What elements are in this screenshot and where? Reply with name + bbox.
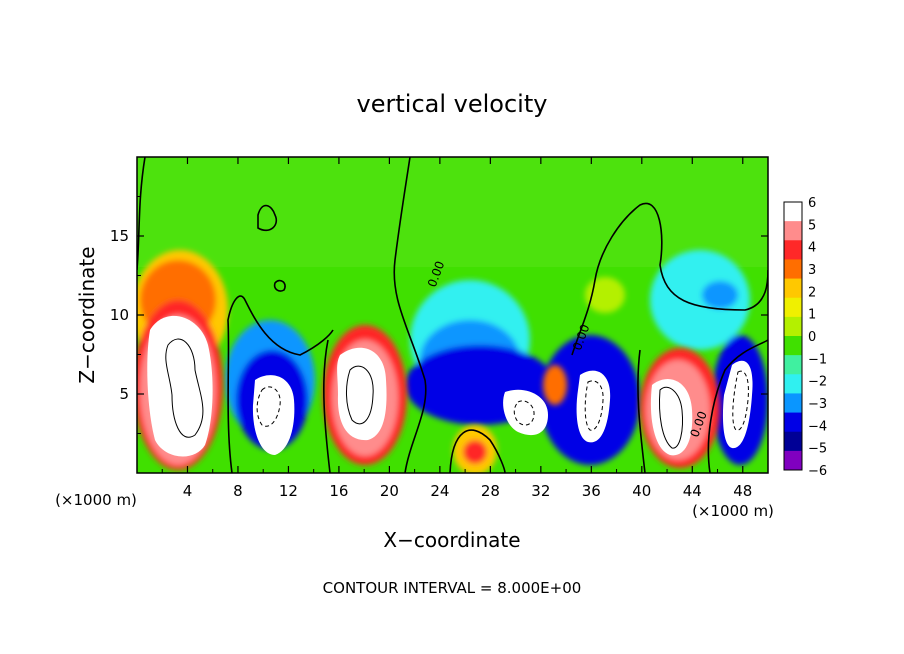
y-axis-ticks: 5 10 15 — [110, 196, 768, 434]
dashed-contour-d — [732, 370, 749, 431]
pos-region-d-orange — [543, 365, 567, 405]
dashed-contour-b — [513, 400, 535, 426]
pos-region-f-lime — [585, 277, 625, 313]
x-axis-ticks: 4 8 12 16 20 24 28 32 36 40 44 48 — [161, 157, 752, 500]
zero-contour-islet-2 — [273, 279, 286, 292]
zero-contour-2 — [323, 339, 331, 473]
extreme-cores — [147, 315, 753, 457]
colorbar-tick-label: −5 — [808, 442, 827, 457]
colorbar — [783, 201, 803, 471]
y-tick-label: 10 — [110, 306, 129, 324]
zero-contour-4 — [449, 429, 506, 473]
colorbar-swatch — [784, 336, 802, 356]
inner-contour-c — [659, 386, 683, 449]
colorbar-swatch — [784, 374, 802, 394]
x-unit-label: (×1000 m) — [55, 491, 137, 509]
dashed-contours — [256, 370, 749, 431]
downdraft-core-d — [722, 360, 753, 449]
x-tick-label: 28 — [481, 482, 500, 500]
x-tick-label: 44 — [683, 482, 702, 500]
velocity-field — [137, 157, 768, 473]
dashed-contour-a — [256, 386, 281, 427]
zero-contour-1 — [227, 295, 334, 473]
x-tick-label: 20 — [380, 482, 399, 500]
colorbar-swatch — [784, 278, 802, 299]
colorbar-ticks: 6 5 4 3 2 1 0 −1 −2 −3 −4 −5 −6 — [808, 196, 827, 479]
x-tick-label: 32 — [531, 482, 550, 500]
x-tick-label: 24 — [430, 482, 449, 500]
zero-contours — [137, 157, 768, 473]
x-tick-label: 8 — [233, 482, 243, 500]
pos-region-c-red — [463, 440, 487, 464]
colorbar-tick-label: 6 — [808, 196, 816, 211]
colorbar-tick-label: −1 — [808, 352, 827, 367]
colorbar-swatch — [784, 450, 802, 471]
neg-region-right-cyan — [650, 250, 750, 350]
zero-contour-islet-1 — [257, 204, 277, 232]
colorbar-frame — [783, 201, 803, 471]
contour-interval-footer: CONTOUR INTERVAL = 8.000E+00 — [323, 579, 582, 597]
x-tick-label: 36 — [582, 482, 601, 500]
updraft-core-e — [650, 378, 693, 456]
y-tick-label: 5 — [119, 385, 129, 403]
zero-contour-3 — [393, 157, 427, 473]
colorbar-swatch — [784, 202, 802, 222]
updraft-core-a — [147, 315, 213, 457]
colorbar-swatch — [784, 393, 802, 414]
y-axis-label: Z−coordinate — [75, 246, 99, 383]
colorbar-tick-label: −4 — [808, 419, 827, 434]
x-axis-label: X−coordinate — [383, 528, 520, 552]
colorbar-tick-label: 1 — [808, 308, 816, 323]
colorbar-swatch — [784, 240, 802, 260]
zero-contour-7 — [707, 339, 768, 473]
colorbar-tick-label: −6 — [808, 464, 827, 479]
x-tick-label: 4 — [183, 482, 193, 500]
updraft-core-b — [337, 347, 387, 441]
zero-contour-left-edge — [137, 157, 146, 271]
colorbar-swatch — [784, 355, 802, 375]
downdraft-core-b — [503, 389, 548, 436]
x-unit-label-right: (×1000 m) — [692, 502, 774, 520]
colorbar-swatch — [784, 297, 802, 318]
zero-contour-5 — [571, 202, 768, 356]
colorbar-tick-label: 4 — [808, 241, 816, 256]
x-tick-label: 40 — [632, 482, 651, 500]
colorbar-tick-label: 0 — [808, 330, 816, 345]
zero-contour-6 — [637, 349, 646, 473]
y-tick-label: 15 — [110, 227, 129, 245]
colorbar-tick-label: 3 — [808, 263, 816, 278]
x-tick-label: 48 — [733, 482, 752, 500]
colorbar-swatch — [784, 259, 802, 280]
colorbar-swatch — [784, 316, 802, 337]
colorbar-tick-label: −3 — [808, 397, 827, 412]
colorbar-tick-label: 2 — [808, 285, 816, 300]
colorbar-swatch — [784, 431, 802, 452]
colorbar-swatch — [784, 412, 802, 433]
inner-contour-a — [165, 338, 204, 438]
colorbar-tick-label: 5 — [808, 218, 816, 233]
colorbar-tick-label: −2 — [808, 375, 827, 390]
inner-contours — [165, 338, 683, 449]
x-tick-label: 12 — [279, 482, 298, 500]
x-tick-label: 16 — [329, 482, 348, 500]
dashed-contour-c — [584, 380, 604, 431]
downdraft-core-a — [252, 375, 295, 455]
colorbar-swatch — [784, 221, 802, 241]
neg-region-right-blue — [702, 281, 738, 309]
inner-contour-b — [346, 365, 374, 425]
upper-band — [137, 157, 768, 267]
chart-title: vertical velocity — [357, 90, 548, 118]
